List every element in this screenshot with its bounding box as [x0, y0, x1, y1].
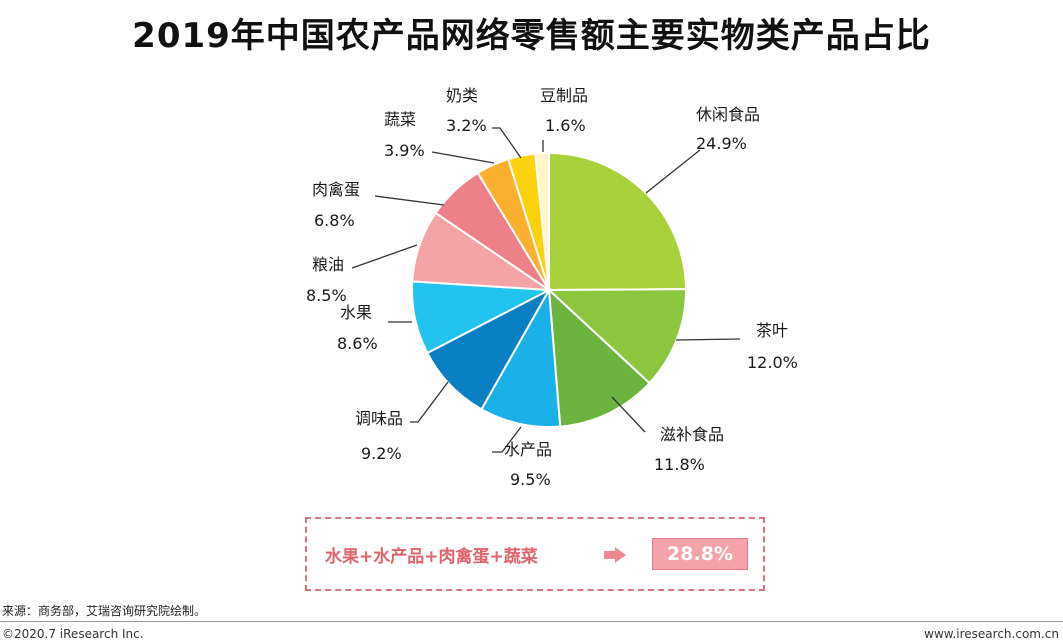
- slice-value-label: 3.2%: [446, 116, 487, 135]
- summary-text: 水果+水产品+肉禽蛋+蔬菜: [325, 547, 538, 567]
- slice-name-label: 休闲食品: [696, 105, 760, 124]
- slice-value-label: 6.8%: [314, 211, 355, 230]
- pie-slices: [411, 151, 688, 428]
- slice-name-label: 蔬菜: [384, 110, 416, 129]
- slice-value-label: 9.2%: [361, 444, 402, 463]
- leader-line-8: [374, 195, 445, 206]
- slice-value-label: 24.9%: [696, 134, 747, 153]
- slice-name-label: 滋补食品: [660, 425, 724, 444]
- slice-value-label: 3.9%: [384, 141, 425, 160]
- slice-value-label: 9.5%: [510, 470, 551, 489]
- slice-value-label: 12.0%: [747, 353, 798, 372]
- slice-labels: 休闲食品 24.9% 茶叶 12.0% 滋补食品 11.8% 水产品 9.5% 调味品 9.2% 水…: [306, 86, 798, 489]
- summary-value: 28.8%: [652, 538, 748, 570]
- leader-line-2: [675, 338, 741, 341]
- arrow-right-icon: [604, 547, 626, 563]
- pie-slice-3: [547, 287, 651, 428]
- leader-line-7: [351, 244, 418, 269]
- slice-value-label: 8.6%: [337, 334, 378, 353]
- page-title: 2019年中国农产品网络零售额主要实物类产品占比: [132, 16, 931, 56]
- slice-name-label: 水产品: [504, 440, 552, 459]
- website: www.iresearch.com.cn: [924, 627, 1059, 641]
- summary-box: 水果+水产品+肉禽蛋+蔬菜 28.8%: [305, 517, 765, 591]
- slice-value-label: 1.6%: [545, 116, 586, 135]
- leader-line-4: [492, 426, 522, 453]
- slice-value-label: 8.5%: [306, 286, 347, 305]
- leader-lines: [351, 127, 741, 453]
- leader-line-3: [611, 396, 646, 433]
- leader-line-1: [645, 149, 701, 194]
- pie-slice-5: [425, 287, 552, 411]
- leader-line-9: [431, 151, 495, 164]
- footer-divider: [0, 621, 1063, 622]
- slice-name-label: 茶叶: [756, 321, 788, 340]
- pie-slice-11: [534, 151, 550, 291]
- source-note: 来源：商务部，艾瑞咨询研究院绘制。: [2, 604, 207, 618]
- slice-name-label: 调味品: [355, 409, 403, 428]
- slice-name-label: 豆制品: [540, 86, 588, 105]
- leader-line-10: [492, 127, 522, 159]
- copyright: ©2020.7 iResearch Inc.: [2, 627, 144, 641]
- slice-name-label: 肉禽蛋: [312, 180, 360, 199]
- pie-chart: 休闲食品 24.9% 茶叶 12.0% 滋补食品 11.8% 水产品 9.5% 调味品 9.2% 水…: [306, 86, 798, 489]
- slice-value-label: 11.8%: [654, 455, 705, 474]
- leader-line-5: [410, 381, 449, 423]
- slice-name-label: 水果: [340, 303, 372, 322]
- slice-name-label: 奶类: [446, 86, 478, 105]
- pie-slice-4: [480, 286, 562, 428]
- slice-name-label: 粮油: [312, 255, 344, 274]
- pie-slice-1: [548, 151, 688, 292]
